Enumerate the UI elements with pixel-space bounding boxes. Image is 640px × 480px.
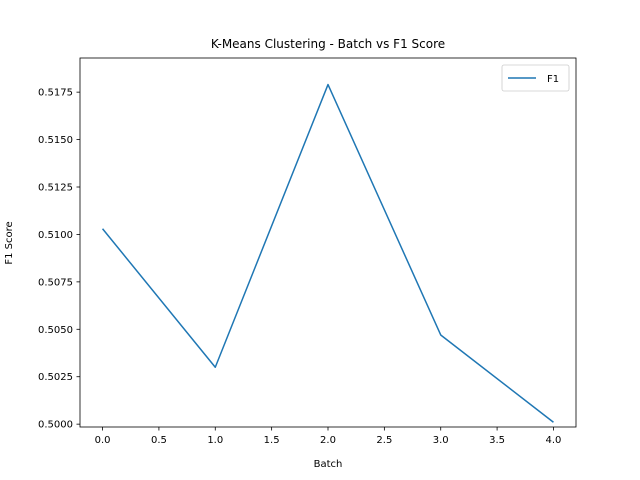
x-tick-label: 2.0 bbox=[320, 435, 336, 446]
x-tick-label: 2.5 bbox=[376, 435, 392, 446]
x-tick-label: 1.0 bbox=[207, 435, 223, 446]
y-tick-label: 0.5125 bbox=[38, 183, 73, 194]
y-axis-title: F1 Score bbox=[4, 221, 15, 264]
y-tick-label: 0.5175 bbox=[38, 88, 73, 99]
x-tick-label: 4.0 bbox=[546, 435, 562, 446]
chart-title: K-Means Clustering - Batch vs F1 Score bbox=[211, 37, 445, 51]
legend-label: F1 bbox=[547, 74, 559, 85]
x-tick-label: 0.5 bbox=[151, 435, 167, 446]
y-tick-label: 0.5075 bbox=[38, 277, 73, 288]
y-tick-label: 0.5000 bbox=[38, 420, 73, 431]
x-axis-title: Batch bbox=[314, 459, 343, 470]
x-tick-label: 3.5 bbox=[489, 435, 505, 446]
series-line-F1 bbox=[101, 83, 554, 423]
x-tick-label: 0.0 bbox=[95, 435, 111, 446]
x-tick-label: 1.5 bbox=[264, 435, 280, 446]
y-tick-label: 0.5100 bbox=[38, 230, 73, 241]
y-tick-label: 0.5050 bbox=[38, 325, 73, 336]
x-tick-label: 3.0 bbox=[433, 435, 449, 446]
y-tick-label: 0.5025 bbox=[38, 372, 73, 383]
y-tick-label: 0.5150 bbox=[38, 135, 73, 146]
plot-area: 0.0 0.5 1.0 1.5 2.0 2.5 3.0 3.5 4.0 0.5000 0.5025 0… bbox=[38, 57, 577, 446]
